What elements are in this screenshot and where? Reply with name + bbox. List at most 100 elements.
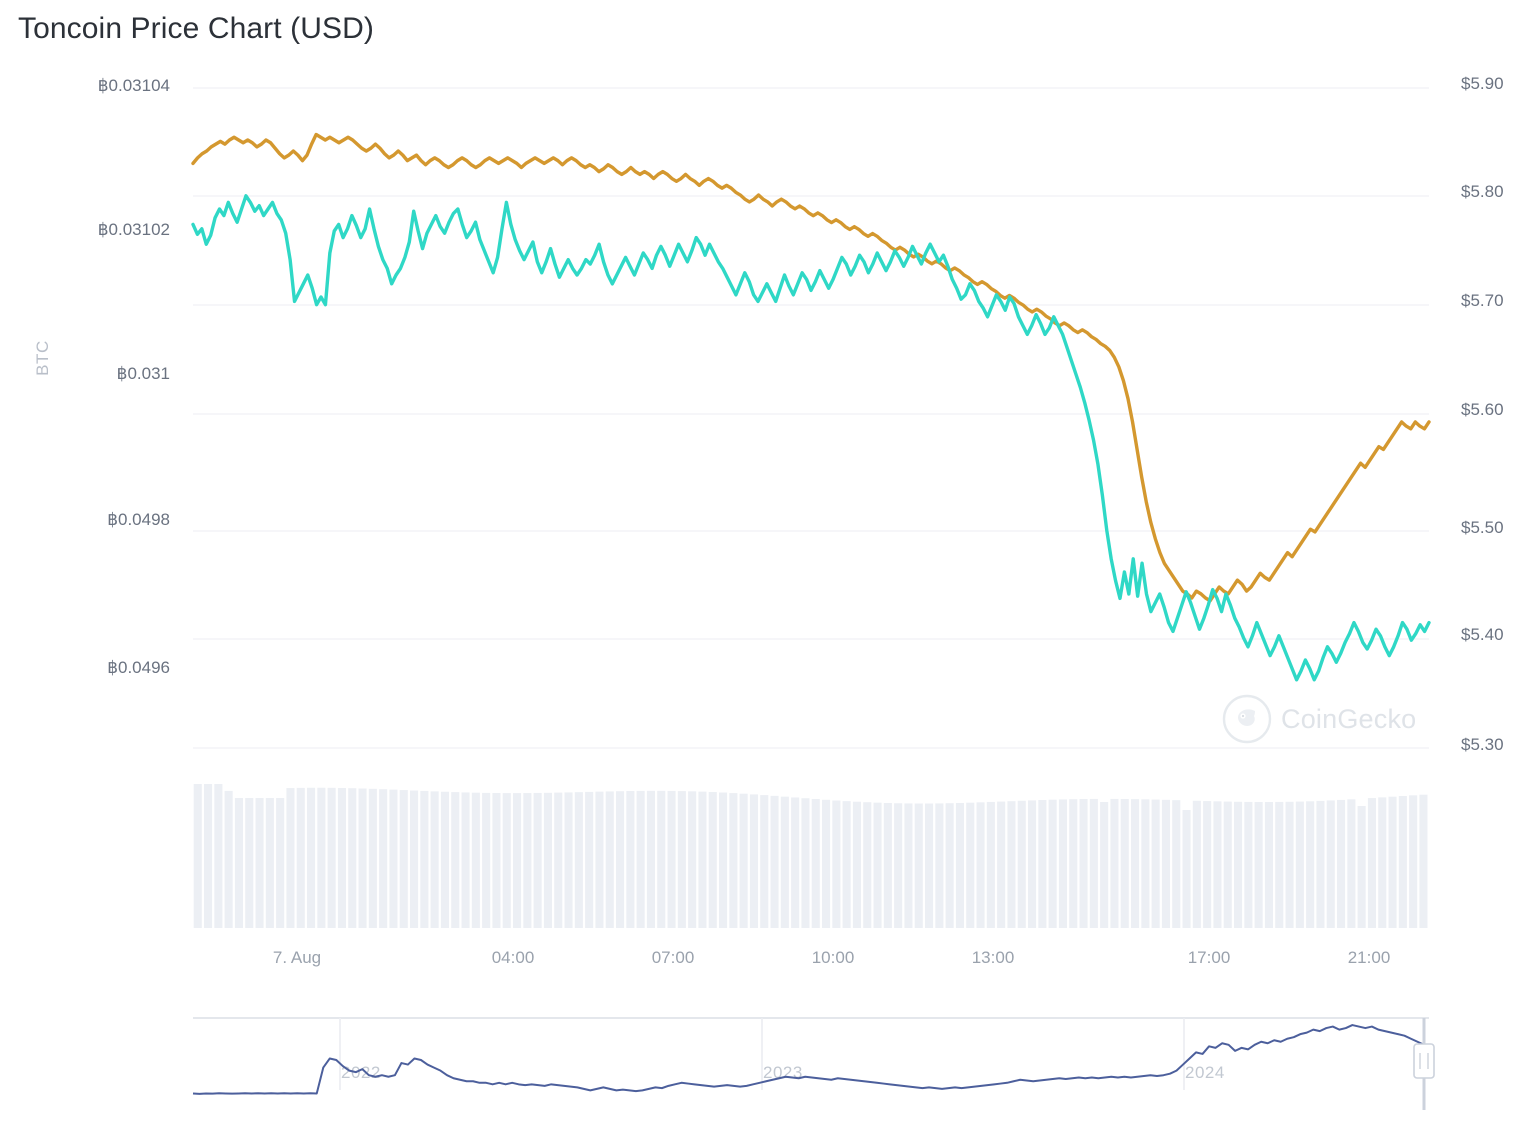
- y-right-tick-0: $5.90: [1461, 74, 1504, 93]
- volume-bar: [1337, 799, 1346, 928]
- y-right-tick-4: $5.50: [1461, 518, 1504, 537]
- volume-bar: [327, 787, 336, 928]
- volume-bar: [976, 802, 985, 928]
- volume-bar: [265, 798, 274, 928]
- volume-bar: [842, 801, 851, 928]
- volume-bar: [1357, 806, 1366, 928]
- navigator-group[interactable]: [192, 1017, 1435, 1110]
- volume-bar: [1058, 799, 1067, 928]
- volume-bar: [729, 793, 738, 928]
- y-left-tick-2: ฿0.031: [116, 364, 170, 383]
- volume-bar: [1409, 795, 1418, 928]
- y-left-tick-4: ฿0.0496: [107, 658, 170, 677]
- y-right-tick-5: $5.40: [1461, 625, 1504, 644]
- volume-bar: [1223, 801, 1232, 928]
- volume-bar: [214, 784, 223, 928]
- volume-bar: [1110, 798, 1119, 928]
- volume-bar: [471, 792, 480, 928]
- volume-bar: [234, 798, 243, 928]
- volume-bar: [883, 803, 892, 928]
- volume-bar: [1192, 800, 1201, 928]
- y-right-tick-3: $5.60: [1461, 400, 1504, 419]
- volume-bar: [719, 792, 728, 928]
- volume-bar: [358, 788, 367, 928]
- volume-bar: [1295, 801, 1304, 928]
- volume-bar: [1141, 799, 1150, 928]
- volume-bar: [646, 790, 655, 928]
- volume-bar: [873, 802, 882, 928]
- volume-bar: [986, 801, 995, 928]
- volume-bar: [585, 791, 594, 928]
- volume-bar: [502, 793, 511, 928]
- page-title: Toncoin Price Chart (USD): [18, 12, 374, 45]
- volume-bar: [1316, 800, 1325, 928]
- volume-bar: [461, 792, 470, 928]
- volume-bar: [1367, 798, 1376, 928]
- volume-bar: [760, 795, 769, 928]
- volume-bar: [543, 792, 552, 928]
- x-tick-1: 04:00: [491, 948, 535, 967]
- volume-bar: [1017, 800, 1026, 928]
- volume-bar: [708, 792, 717, 928]
- volume-bar: [533, 792, 542, 928]
- x-tick-4: 13:00: [971, 948, 1015, 967]
- volume-bar: [1213, 801, 1222, 928]
- volume-bar: [616, 791, 625, 928]
- volume-bar: [1069, 799, 1078, 928]
- volume-bar: [337, 787, 346, 928]
- volume-bar: [1326, 800, 1335, 928]
- volume-bar: [605, 791, 614, 928]
- y-left-tick-0: ฿0.03104: [97, 76, 170, 95]
- volume-bar: [1079, 799, 1088, 928]
- volume-bar: [1100, 802, 1109, 928]
- volume-bar: [1244, 801, 1253, 928]
- y-left-tick-1: ฿0.03102: [97, 220, 170, 239]
- volume-bar: [224, 790, 233, 928]
- volume-bar: [1285, 801, 1294, 928]
- volume-bar: [1275, 801, 1284, 928]
- volume-bar: [832, 800, 841, 928]
- volume-bar: [791, 797, 800, 928]
- volume-bar: [811, 799, 820, 928]
- x-tick-6: 21:00: [1347, 948, 1391, 967]
- volume-bar: [430, 791, 439, 928]
- volume-bar: [822, 799, 831, 928]
- usd-price-line[interactable]: [191, 194, 1431, 682]
- volume-bar: [595, 791, 604, 928]
- y-right-tick-6: $5.30: [1461, 735, 1504, 754]
- volume-bar: [420, 790, 429, 928]
- volume-bar: [379, 789, 388, 928]
- volume-bar: [204, 784, 213, 928]
- volume-bar: [523, 793, 532, 928]
- volume-bar: [925, 803, 934, 928]
- volume-bar: [399, 790, 408, 928]
- volume-bar: [955, 802, 964, 928]
- volume-bar: [1398, 795, 1407, 928]
- volume-bar: [1048, 799, 1057, 928]
- volume-bar: [1161, 799, 1170, 928]
- volume-bar: [997, 801, 1006, 928]
- navigator-tick-2024: 2024: [1185, 1063, 1225, 1082]
- btc-price-line[interactable]: [191, 132, 1431, 603]
- x-tick-0: 7. Aug: [272, 948, 322, 967]
- volume-bar: [1120, 799, 1129, 928]
- volume-bar: [574, 792, 583, 928]
- volume-bar: [1007, 801, 1016, 928]
- volume-bar: [307, 787, 316, 928]
- navigator-handle-icon[interactable]: [1413, 1043, 1435, 1079]
- volume-bar: [368, 788, 377, 928]
- volume-bar: [1131, 799, 1140, 928]
- navigator-history-line: [192, 1024, 1425, 1095]
- volume-bar: [1089, 798, 1098, 928]
- x-tick-3: 10:00: [811, 948, 855, 967]
- volume-bar: [770, 795, 779, 928]
- volume-bar: [935, 803, 944, 928]
- volume-bar: [1388, 796, 1397, 928]
- volume-bar: [255, 798, 264, 928]
- volume-bar: [1378, 797, 1387, 928]
- volume-bar: [1028, 800, 1037, 928]
- volume-bar: [698, 791, 707, 928]
- volume-bar: [1419, 794, 1428, 928]
